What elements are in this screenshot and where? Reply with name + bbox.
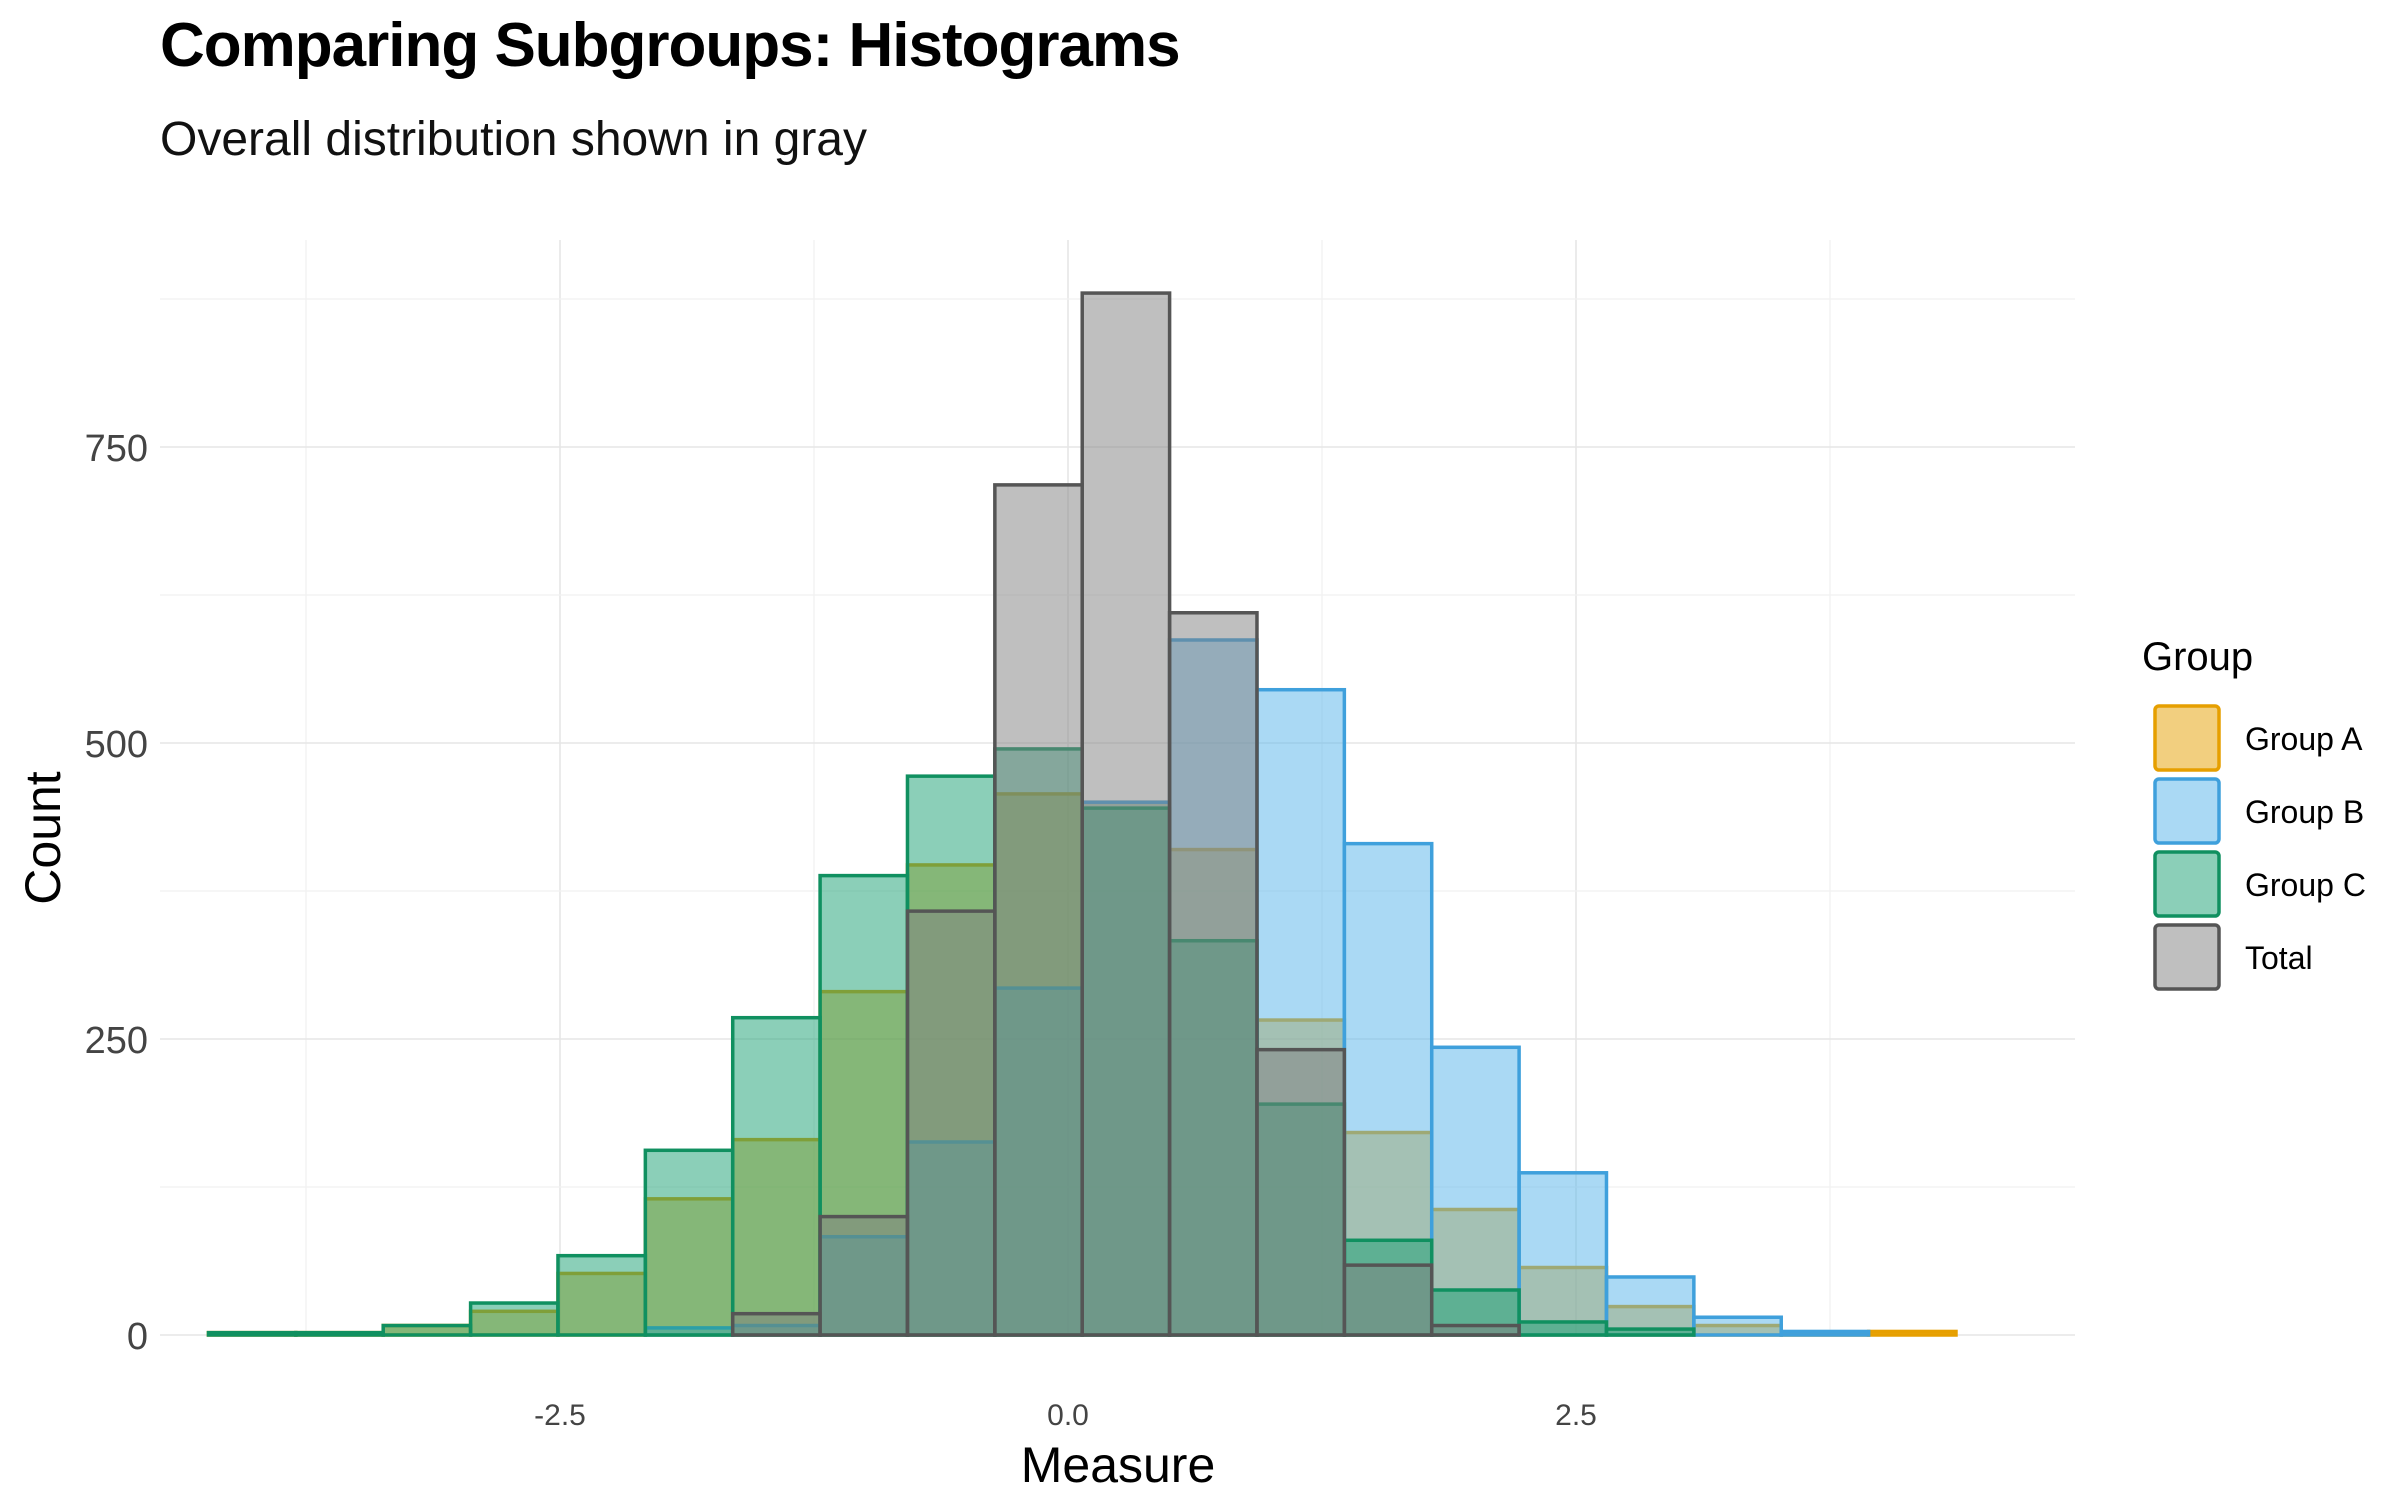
histogram-bar — [1429, 1045, 1521, 1337]
histogram-bar — [993, 483, 1084, 1337]
legend-title: Group — [2142, 635, 2253, 679]
chart-title: Comparing Subgroups: Histograms — [160, 11, 1181, 80]
series-total — [730, 291, 1521, 1337]
y-tick-label: 0 — [127, 1316, 148, 1358]
legend-key — [2153, 704, 2221, 772]
legend-item: Group A — [2153, 704, 2363, 772]
histogram-bar — [1517, 1320, 1609, 1337]
histogram-bar — [1692, 1315, 1783, 1337]
legend-label: Total — [2245, 940, 2313, 976]
legend: Group Group A Group B Group C Total — [2142, 635, 2366, 991]
legend-item: Group B — [2153, 777, 2364, 845]
histogram-bar — [1604, 1327, 1696, 1337]
legend-label: Group A — [2245, 721, 2363, 757]
tick-labels: -2.5 0.0 2.5 0 250 500 750 — [85, 428, 1597, 1432]
bars — [206, 291, 1958, 1337]
histogram-bar — [905, 909, 997, 1337]
legend-key — [2153, 850, 2221, 918]
x-tick-label: 0.0 — [1047, 1399, 1089, 1432]
legend-key — [2153, 777, 2221, 845]
histogram-bar — [1167, 611, 1259, 1337]
histogram-bar — [1342, 1263, 1434, 1337]
x-axis-title: Measure — [1021, 1437, 1216, 1493]
histogram-bar — [1255, 1047, 1347, 1337]
histogram-bar — [1604, 1275, 1696, 1337]
histogram-bar — [643, 1148, 735, 1337]
chart-subtitle: Overall distribution shown in gray — [160, 113, 867, 166]
histogram-bar — [206, 1330, 298, 1337]
histogram-bar — [468, 1301, 560, 1337]
x-tick-label: 2.5 — [1555, 1399, 1597, 1432]
histogram-bar — [381, 1323, 473, 1337]
y-tick-label: 500 — [85, 724, 148, 766]
legend-item: Total — [2153, 923, 2313, 991]
histogram-bar — [1080, 291, 1172, 1337]
histogram-bar — [1517, 1171, 1609, 1337]
legend-label: Group B — [2245, 794, 2364, 830]
histogram-bar — [1779, 1329, 1871, 1337]
histogram-bar — [818, 1214, 910, 1337]
x-tick-label: -2.5 — [534, 1399, 586, 1432]
histogram-bar — [730, 1015, 822, 1337]
legend-label: Group C — [2245, 867, 2366, 903]
histogram-bar — [1429, 1323, 1521, 1337]
y-axis-title: Count — [15, 771, 71, 905]
y-tick-label: 750 — [85, 428, 148, 470]
histogram-bar — [730, 1311, 822, 1337]
histogram-bar — [556, 1253, 648, 1337]
legend-key — [2153, 923, 2221, 991]
legend-item: Group C — [2153, 850, 2366, 918]
histogram-bar — [294, 1330, 385, 1337]
histogram-bar — [1866, 1329, 1958, 1337]
y-tick-label: 250 — [85, 1020, 148, 1062]
